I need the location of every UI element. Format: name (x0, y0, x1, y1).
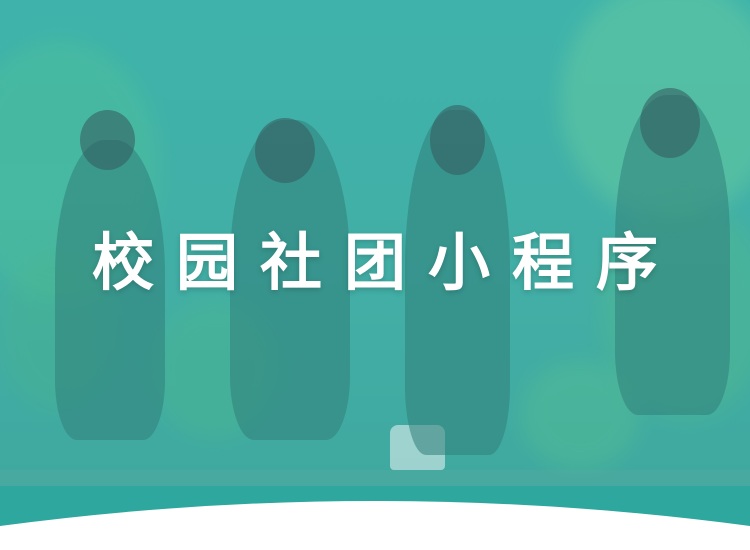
graduate-head (430, 105, 485, 175)
banner-title: 校园社团小程序 (91, 226, 680, 299)
graduate-head (640, 88, 700, 158)
bottom-wave (0, 486, 750, 550)
graduate-head (80, 110, 135, 170)
graduate-silhouette (55, 140, 165, 440)
bottom-curve (0, 501, 750, 550)
graduate-head (255, 118, 315, 183)
